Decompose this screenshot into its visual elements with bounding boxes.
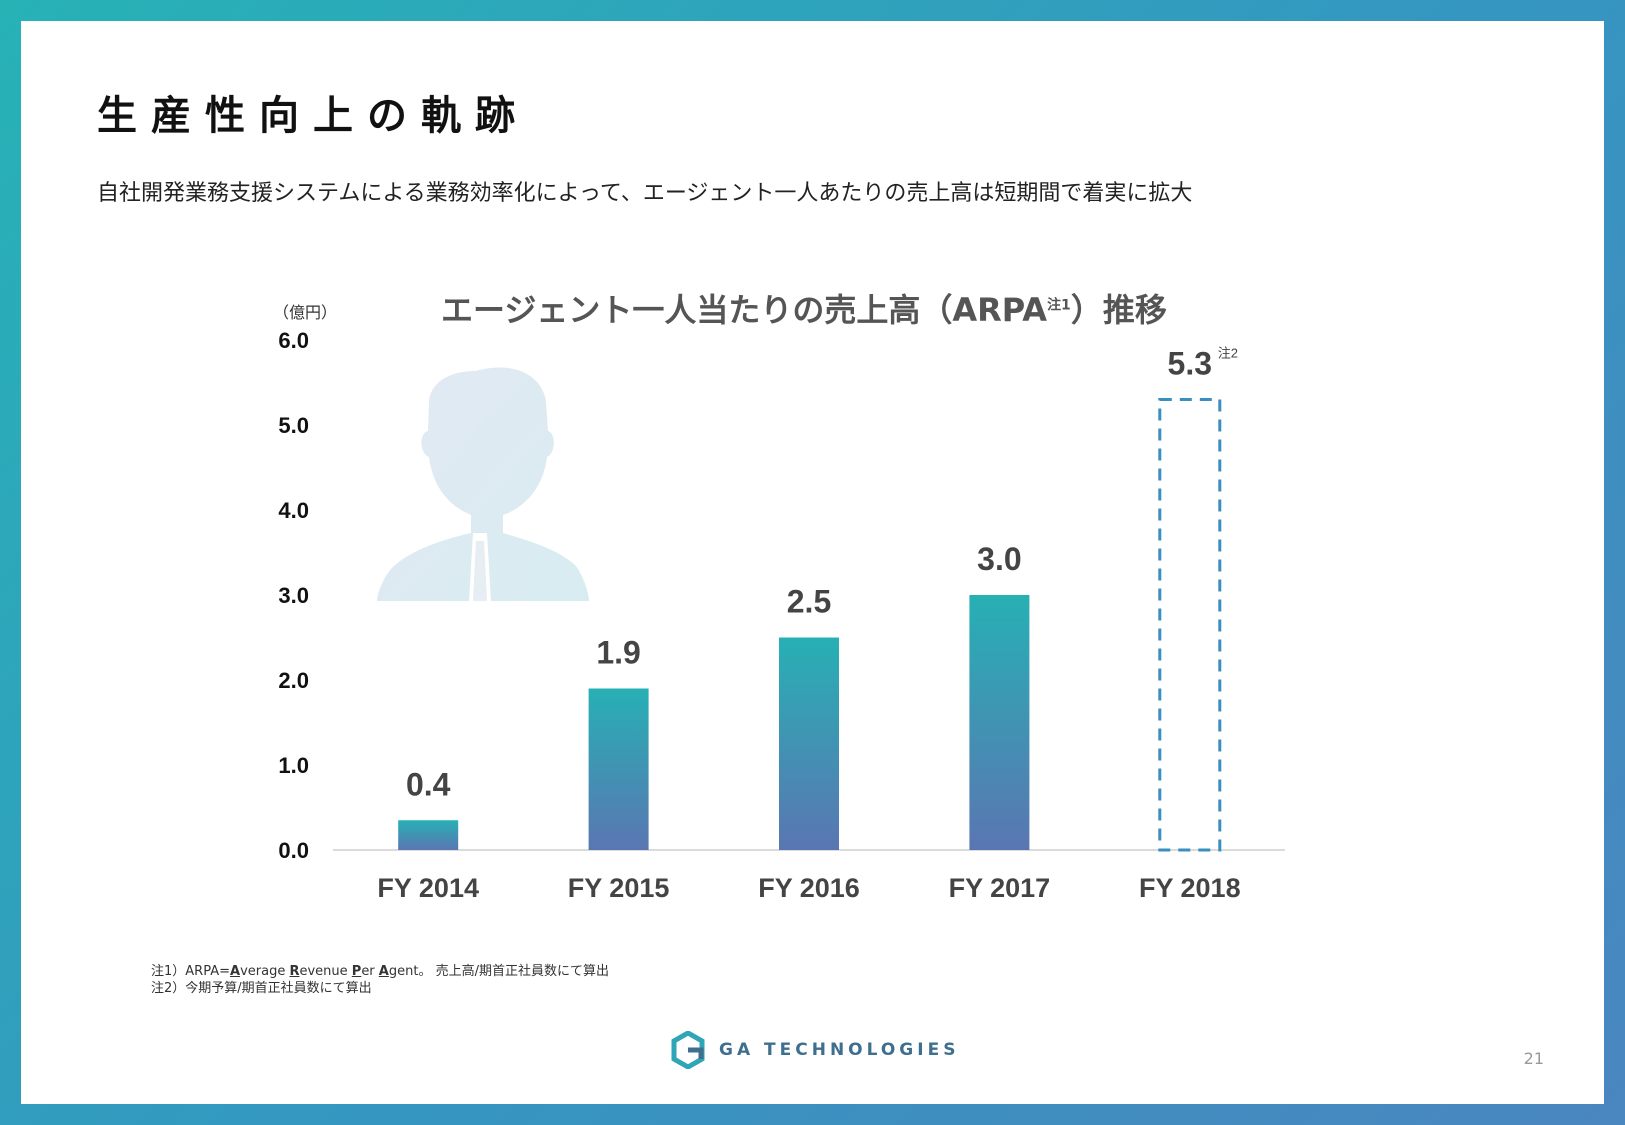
y-axis-unit: （億円）: [273, 303, 338, 322]
bar: [398, 820, 459, 850]
acronym-letter: P: [351, 964, 362, 979]
x-tick-label: FY 2018: [1139, 873, 1241, 903]
chart-title-note: 注1: [1047, 297, 1071, 314]
x-tick-label: FY 2015: [568, 873, 670, 903]
bar: [588, 688, 649, 850]
arpa-bar-chart: 0.0 1.0 2.0 3.0 4.0 5.0 6.0 0.4 FY 2014 1.9 FY 201…: [278, 328, 1285, 903]
logo-text: GA TECHNOLOGIES: [719, 1040, 960, 1060]
data-label: 0.4: [406, 766, 451, 802]
data-label: 1.9: [596, 635, 640, 671]
page-number: 21: [1523, 1049, 1544, 1068]
data-label: 5.3: [1168, 346, 1212, 382]
y-tick-label: 2.0: [278, 668, 309, 693]
acronym-word: evenue: [299, 964, 352, 979]
y-tick-label: 6.0: [278, 328, 309, 353]
ga-logo-icon: [671, 1031, 705, 1069]
footnote-2: 注2）今期予算/期首正社員数にて算出: [151, 981, 372, 996]
chart-title-tail: ）推移: [1070, 291, 1167, 329]
footnote-1-suffix: 。 売上高/期首正社員数にて算出: [418, 964, 609, 979]
acronym-letter: A: [230, 964, 241, 979]
data-label: 3.0: [977, 541, 1021, 577]
footnote-1-prefix: 注1）ARPA=: [151, 964, 230, 979]
company-logo: GA TECHNOLOGIES: [671, 1031, 959, 1069]
footnote-1: 注1）ARPA=Average Revenue Per Agent。 売上高/期…: [151, 963, 609, 980]
y-tick-label: 1.0: [278, 753, 309, 778]
page-subtitle: 自社開発業務支援システムによる業務効率化によって、エージェント一人あたりの売上高…: [97, 181, 1193, 206]
data-label: 2.5: [787, 584, 831, 620]
acronym-word: er: [361, 964, 379, 979]
y-tick-label: 3.0: [278, 583, 309, 608]
acronym-letter: A: [378, 964, 389, 979]
y-tick-label: 5.0: [278, 413, 309, 438]
acronym-word: verage: [240, 964, 290, 979]
bar: [779, 637, 839, 850]
acronym-word: gent: [388, 964, 419, 979]
bar-forecast: [1158, 398, 1222, 852]
y-tick-label: 0.0: [278, 838, 309, 863]
bar: [969, 595, 1030, 850]
forecast-note: 注2: [1218, 346, 1238, 361]
slide: 生産性向上の軌跡 自社開発業務支援システムによる業務効率化によって、エージェント…: [21, 21, 1604, 1104]
chart-title: エージェント一人当たりの売上高（ARPA注1）推移: [441, 285, 1167, 331]
x-tick-label: FY 2016: [758, 873, 860, 903]
x-tick-label: FY 2017: [949, 873, 1051, 903]
y-tick-label: 4.0: [278, 498, 309, 523]
person-silhouette-icon: [377, 367, 589, 601]
chart-title-main: エージェント一人当たりの売上高（ARPA: [441, 291, 1048, 329]
page-title: 生産性向上の軌跡: [97, 93, 529, 139]
footnotes: 注1）ARPA=Average Revenue Per Agent。 売上高/期…: [151, 963, 609, 997]
acronym-letter: R: [289, 964, 300, 979]
footnote-1-acronym: Average Revenue Per Agent: [230, 964, 418, 979]
x-tick-label: FY 2014: [377, 873, 479, 903]
